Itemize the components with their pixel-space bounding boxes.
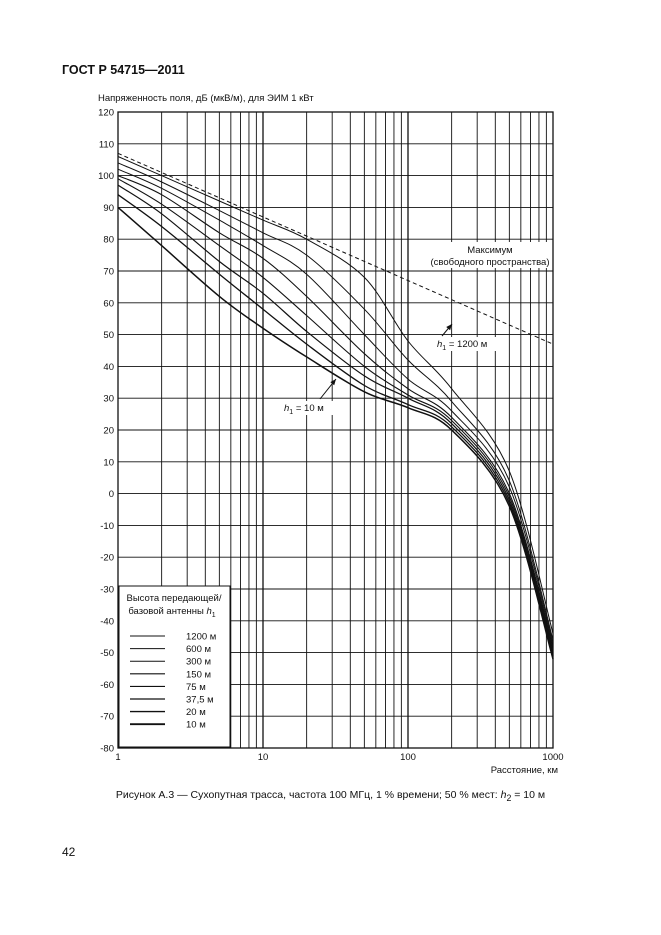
legend: Высота передающей/базовой антенны h1 1200… bbox=[118, 585, 231, 748]
legend-entry: 300 м bbox=[186, 657, 211, 668]
series-line bbox=[117, 156, 554, 634]
y-tick-label: 30 bbox=[103, 394, 114, 405]
y-tick-label: -50 bbox=[100, 648, 114, 659]
legend-entry: 1200 м bbox=[186, 632, 216, 643]
annotations: h1 = 1200 мh1 = 10 м bbox=[282, 323, 499, 416]
legend-entry: 37,5 м bbox=[186, 695, 214, 706]
annotation-arrowhead bbox=[330, 379, 336, 386]
y-tick-label: 80 bbox=[103, 235, 114, 246]
tick-labels: 1201101009080706050403020100-10-20-30-40… bbox=[98, 108, 563, 764]
max-label-bg bbox=[428, 242, 550, 268]
y-tick-label: 20 bbox=[103, 426, 114, 437]
x-tick-label: 1000 bbox=[542, 752, 563, 763]
y-tick-label: -30 bbox=[100, 585, 114, 596]
series-group bbox=[117, 156, 554, 660]
y-tick-label: 60 bbox=[103, 298, 114, 309]
caption-sub: 2 bbox=[506, 793, 512, 804]
y-tick-label: -60 bbox=[100, 680, 114, 691]
annotation-arrowhead bbox=[446, 324, 452, 331]
max-curve-label-sub: (свободного пространства) bbox=[430, 257, 549, 268]
legend-title-sub: 1 bbox=[212, 612, 216, 619]
y-tick-label: 100 bbox=[98, 171, 114, 182]
annotation-bg bbox=[282, 401, 346, 415]
caption-prefix: Рисунок А.3 — Сухопутная трасса, частота… bbox=[115, 789, 501, 801]
series-line bbox=[117, 168, 554, 644]
series-line bbox=[117, 206, 554, 660]
y-tick-label: -80 bbox=[100, 744, 114, 755]
y-tick-label: 50 bbox=[103, 330, 114, 341]
y-tick-label: -40 bbox=[100, 616, 114, 627]
annotation-text: = 1200 м bbox=[446, 339, 487, 350]
annotation-bg bbox=[435, 337, 499, 351]
y-tick-label: 0 bbox=[109, 489, 114, 500]
legend-title-text: базовой антенны bbox=[128, 606, 206, 617]
caption-suffix: = 10 м bbox=[511, 789, 546, 801]
x-tick-label: 100 bbox=[400, 752, 416, 763]
series-line bbox=[117, 175, 554, 647]
legend-title-var: h bbox=[206, 606, 211, 617]
legend-entry: 75 м bbox=[186, 682, 206, 693]
series-line bbox=[117, 162, 554, 641]
figure-caption: Рисунок А.3 — Сухопутная трасса, частота… bbox=[0, 789, 661, 803]
x-tick-label: 10 bbox=[258, 752, 269, 763]
legend-entry: 600 м bbox=[186, 644, 211, 655]
series-line bbox=[117, 184, 554, 653]
annotation-h1-1200: h1 = 1200 м bbox=[437, 339, 487, 352]
y-tick-label: 110 bbox=[99, 139, 114, 150]
annotation-sub: 1 bbox=[442, 345, 446, 352]
y-axis-label: Напряженность поля, дБ (мкВ/м), для ЭИМ … bbox=[98, 93, 314, 104]
document-header: ГОСТ Р 54715—2011 bbox=[62, 63, 185, 77]
y-tick-label: -20 bbox=[100, 553, 114, 564]
x-tick-label: 1 bbox=[115, 752, 120, 763]
annotation-text: = 10 м bbox=[293, 403, 324, 414]
max-curve-group: Максимум(свободного пространства) bbox=[117, 152, 554, 345]
y-tick-label: 40 bbox=[103, 362, 114, 373]
legend-entry: 10 м bbox=[186, 720, 206, 731]
legend-title-line2: базовой антенны h1 bbox=[128, 606, 215, 619]
legend-title: Высота передающей/ bbox=[127, 593, 222, 604]
series-line bbox=[117, 178, 554, 650]
y-tick-label: 120 bbox=[98, 108, 114, 119]
max-curve-line bbox=[117, 152, 554, 345]
y-tick-label: -70 bbox=[100, 712, 114, 723]
annotation-var: h bbox=[284, 403, 289, 414]
caption-var: h bbox=[500, 789, 507, 801]
y-tick-label: 10 bbox=[103, 457, 114, 468]
series-line bbox=[117, 194, 554, 656]
x-axis-label: Расстояние, км bbox=[491, 765, 558, 776]
legend-box bbox=[118, 585, 231, 748]
max-curve-label: Максимум bbox=[467, 245, 512, 256]
y-tick-label: 90 bbox=[103, 203, 114, 214]
legend-entry: 150 м bbox=[186, 669, 211, 680]
annotation-h1-10: h1 = 10 м bbox=[284, 403, 324, 416]
annotation-var: h bbox=[437, 339, 442, 350]
legend-entry: 20 м bbox=[186, 707, 206, 718]
y-tick-label: 70 bbox=[103, 267, 114, 278]
annotation-sub: 1 bbox=[289, 409, 293, 416]
page-number: 42 bbox=[62, 845, 76, 859]
y-tick-label: -10 bbox=[100, 521, 114, 532]
